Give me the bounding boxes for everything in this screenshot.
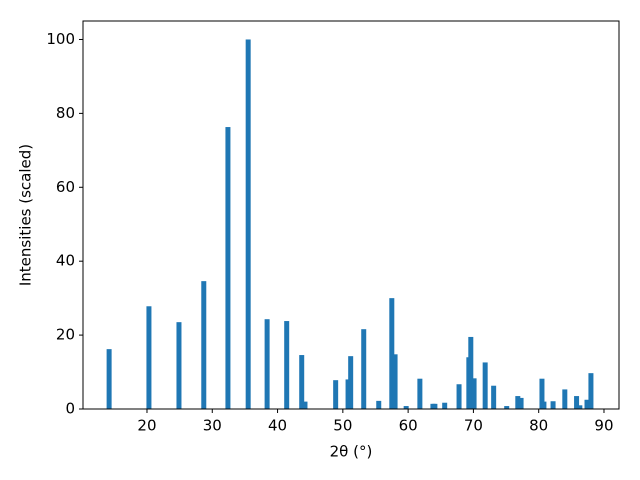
bar — [302, 401, 308, 409]
bar — [518, 397, 524, 409]
bar — [264, 319, 270, 409]
bar — [550, 401, 556, 409]
x-tick-label: 50 — [333, 417, 352, 435]
bar — [176, 322, 182, 409]
bar — [539, 378, 545, 409]
y-tick-label: 40 — [56, 252, 75, 270]
x-tick-label: 20 — [137, 417, 156, 435]
bar — [201, 281, 207, 409]
bar — [376, 400, 382, 409]
x-tick-label: 80 — [529, 417, 548, 435]
bar — [392, 354, 398, 409]
y-tick-label: 100 — [46, 30, 75, 48]
bar — [333, 380, 339, 409]
bar — [588, 373, 594, 409]
bar — [584, 399, 590, 409]
bar — [574, 396, 580, 409]
bar — [482, 362, 488, 409]
bar — [504, 406, 510, 409]
bar — [245, 39, 251, 409]
bar — [491, 385, 497, 409]
bar — [562, 389, 568, 409]
x-axis-label: 2θ (°) — [330, 443, 373, 461]
bar — [432, 403, 438, 409]
bar — [417, 378, 423, 409]
bar — [442, 402, 448, 409]
x-tick-label: 30 — [203, 417, 222, 435]
x-tick-label: 40 — [268, 417, 287, 435]
x-tick-label: 60 — [399, 417, 418, 435]
bar — [361, 329, 367, 409]
bar — [456, 384, 462, 409]
x-tick-label: 90 — [594, 417, 613, 435]
plot-frame — [82, 20, 620, 410]
y-axis-label: Intensities (scaled) — [17, 144, 35, 286]
y-tick-label: 60 — [56, 178, 75, 196]
x-tick-label: 70 — [464, 417, 483, 435]
bar — [577, 405, 583, 409]
bar — [471, 378, 477, 409]
bar — [389, 298, 395, 409]
bar — [468, 336, 474, 409]
y-tick-label: 0 — [65, 400, 75, 418]
bar — [284, 321, 290, 409]
bar — [225, 127, 231, 409]
bar — [348, 356, 354, 409]
bar — [403, 406, 409, 409]
bar — [146, 306, 152, 409]
y-tick-label: 80 — [56, 104, 75, 122]
bar — [515, 396, 521, 409]
bar — [106, 349, 112, 409]
bar — [345, 379, 351, 409]
bar — [299, 355, 305, 409]
y-tick-label: 20 — [56, 326, 75, 344]
bar — [541, 401, 547, 409]
